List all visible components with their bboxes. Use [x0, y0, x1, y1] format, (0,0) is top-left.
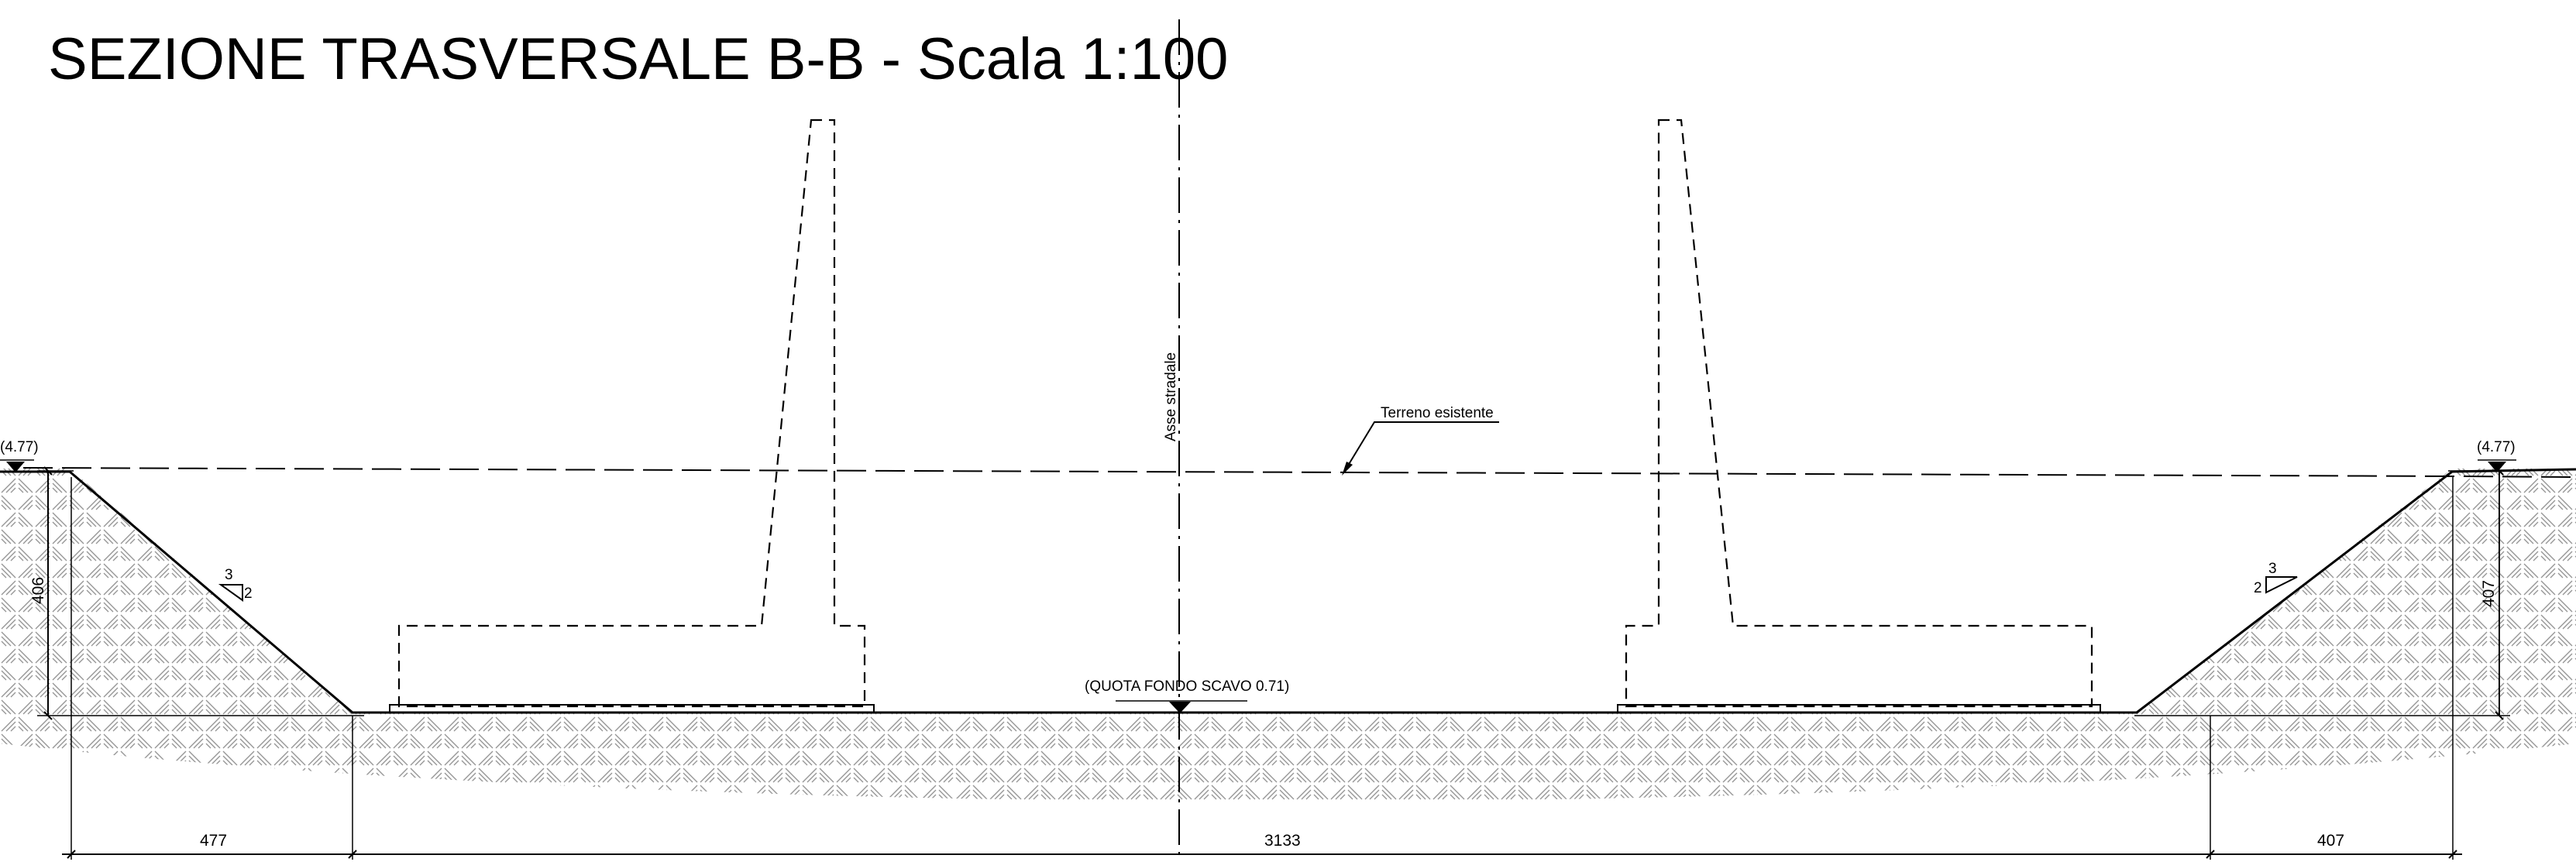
excavation-level-marker — [1116, 700, 1247, 713]
slope-indicator-right — [2265, 576, 2298, 594]
dimension-right-height-value: 407 — [2480, 580, 2498, 607]
terrain-leader — [1342, 421, 1499, 476]
slope-left-run: 3 — [225, 567, 233, 583]
left-level-label: (4.77) — [0, 439, 39, 455]
existing-terrain-line — [22, 467, 2576, 478]
retaining-wall-left — [389, 118, 875, 713]
dimension-left-height — [37, 466, 364, 720]
dimension-right-height — [2134, 466, 2510, 720]
road-axis-label: Asse stradale — [1163, 352, 1179, 441]
dimension-bottom-right-value: 407 — [2317, 832, 2344, 850]
retaining-wall-right — [1617, 118, 2101, 713]
slope-right-rise: 2 — [2254, 580, 2262, 596]
dimension-bottom-left-value: 477 — [200, 832, 227, 850]
dimension-left-height-value: 406 — [29, 577, 47, 604]
left-level-marker — [0, 459, 34, 472]
slope-indicator-left — [218, 584, 243, 602]
excavation-level-label: (QUOTA FONDO SCAVO 0.71) — [1085, 678, 1289, 695]
terrain-label: Terreno esistente — [1381, 405, 1494, 421]
drawing-title: SEZIONE TRASVERSALE B-B - Scala 1:100 — [48, 26, 1228, 92]
dimension-bottom-center-value: 3133 — [1264, 832, 1301, 850]
soil-hatch — [0, 469, 2576, 862]
dimension-chain-bottom — [62, 477, 2462, 860]
slope-left-rise: 2 — [244, 586, 253, 602]
slope-right-run: 3 — [2268, 561, 2277, 577]
right-level-label: (4.77) — [2477, 439, 2516, 455]
